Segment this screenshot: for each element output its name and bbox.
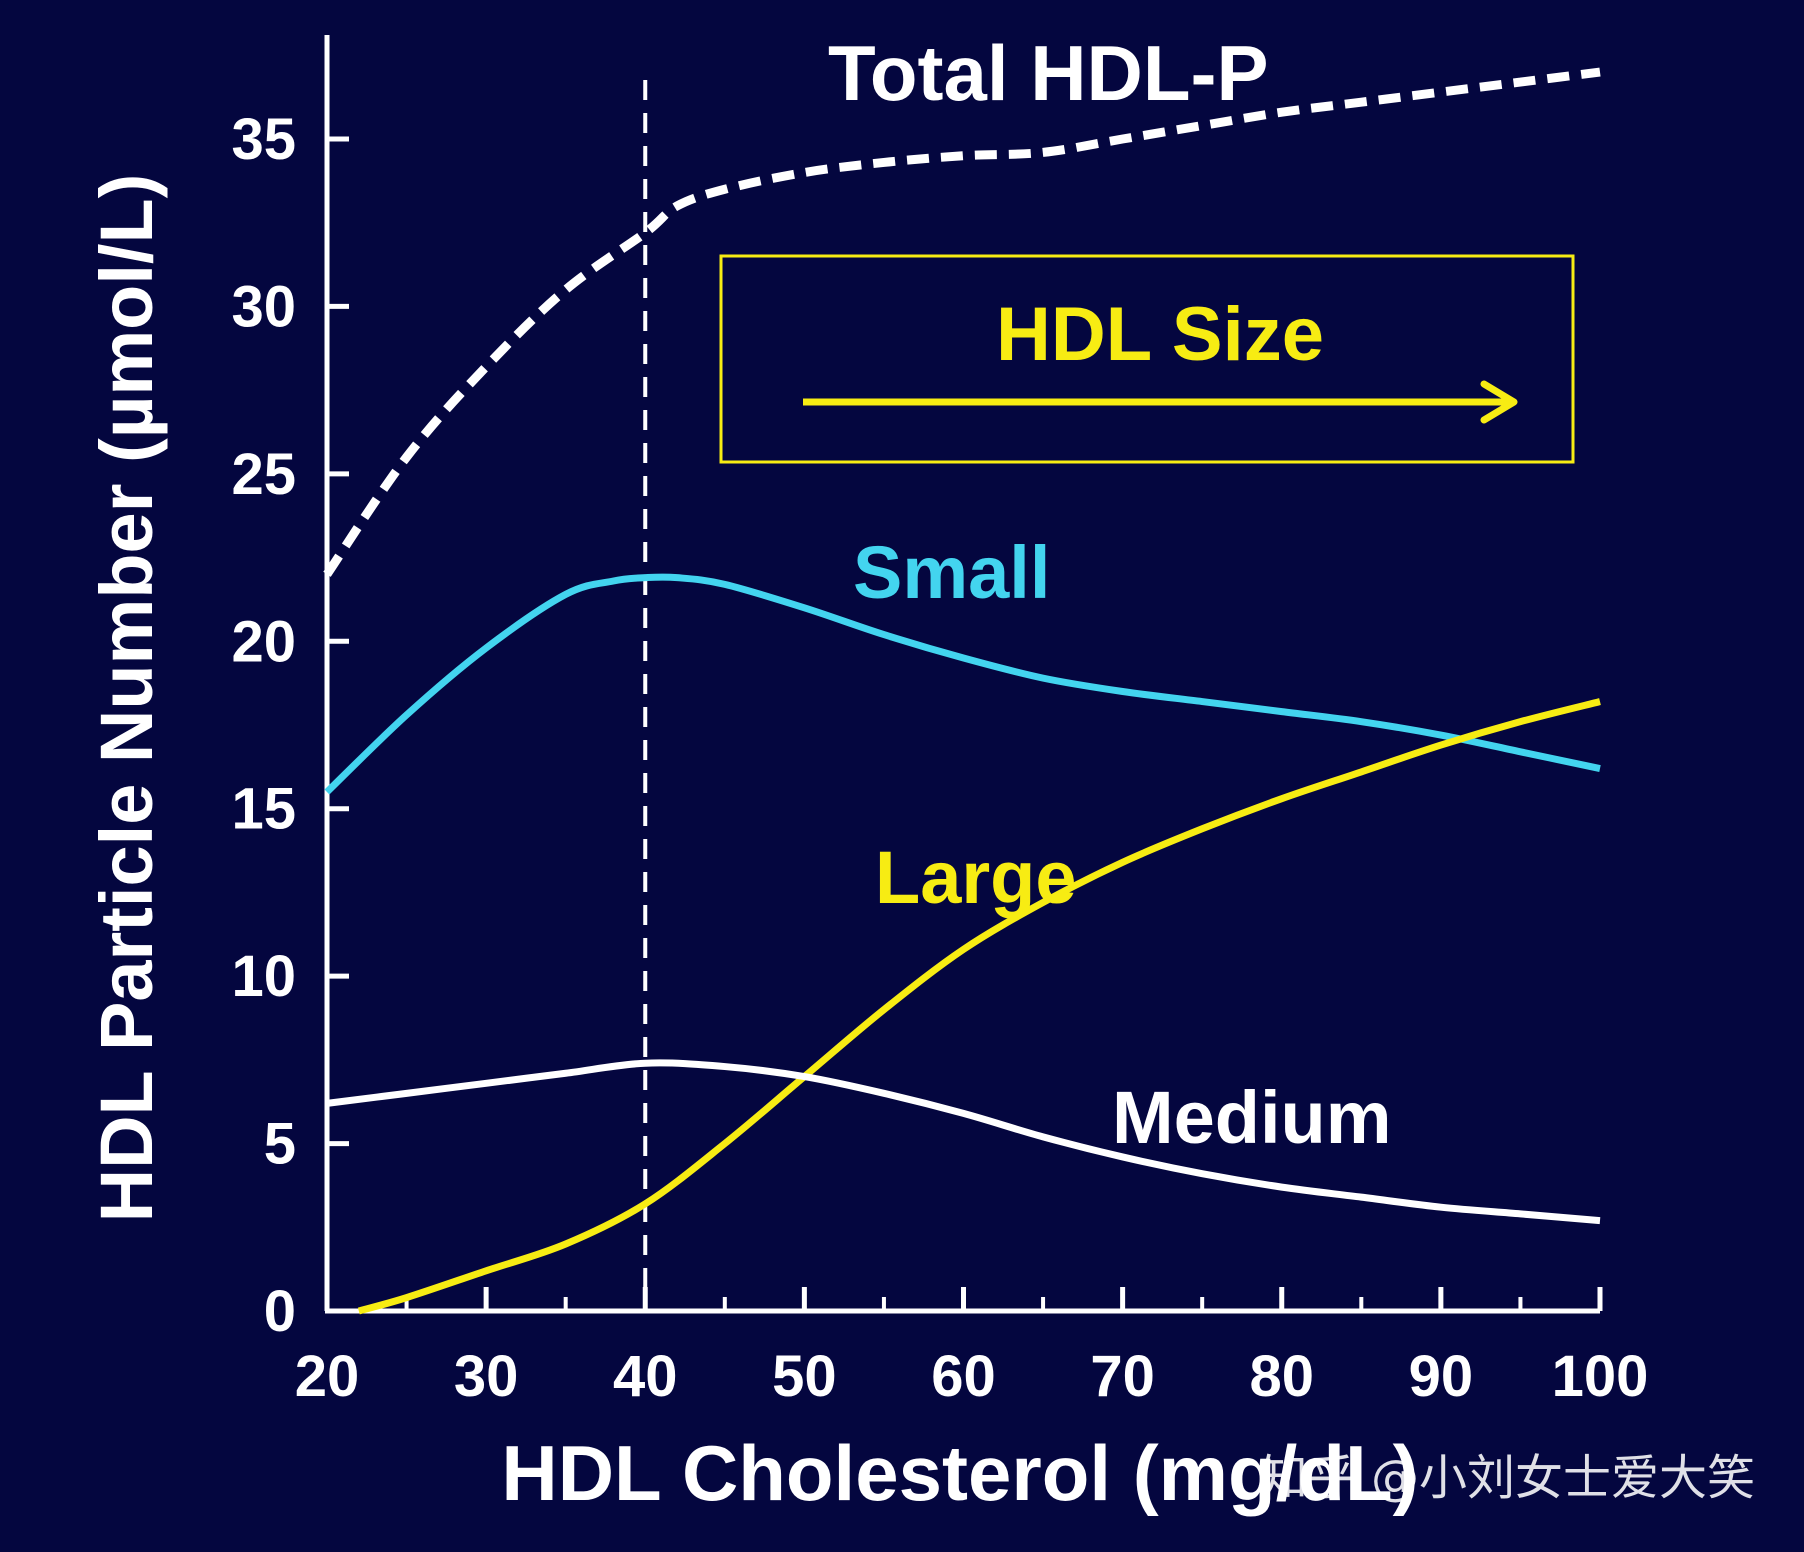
hdl-size-label: HDL Size xyxy=(996,292,1324,377)
series-group xyxy=(323,67,1601,1315)
x-tick-label: 40 xyxy=(613,1344,678,1409)
hdl-size-annotation: HDL Size xyxy=(719,254,1575,464)
watermark: 知乎 @小刘女士爱大笑 xyxy=(1260,1450,1755,1506)
x-tick-label: 20 xyxy=(295,1344,360,1409)
series-line-small xyxy=(324,573,1601,795)
y-tick-label: 25 xyxy=(231,442,296,507)
x-tick-label: 90 xyxy=(1409,1344,1474,1409)
series-line-medium xyxy=(326,1059,1601,1225)
x-tick-label: 60 xyxy=(931,1344,996,1409)
x-tick-label: 80 xyxy=(1249,1344,1314,1409)
x-tick-label: 100 xyxy=(1552,1344,1649,1409)
y-tick-label: 15 xyxy=(231,777,296,842)
y-ticks: 0 5 10 15 20 25 30 35 xyxy=(231,107,349,1344)
series-label-small: Small xyxy=(853,531,1050,614)
x-axis-title: HDL Cholesterol (mg/dL) xyxy=(501,1429,1418,1517)
x-tick-label: 70 xyxy=(1090,1344,1155,1409)
series-label-total-hdl-p: Total HDL-P xyxy=(828,29,1269,117)
y-tick-label: 0 xyxy=(264,1279,296,1344)
y-tick-label: 10 xyxy=(231,944,296,1009)
y-tick-label: 20 xyxy=(231,609,296,674)
hdl-size-box xyxy=(719,254,1575,464)
y-tick-label: 30 xyxy=(231,274,296,339)
y-axis-title: HDL Particle Number (µmol/L) xyxy=(85,174,168,1223)
right-arrow-icon xyxy=(1480,380,1518,424)
series-label-medium: Medium xyxy=(1112,1076,1392,1159)
x-tick-label: 50 xyxy=(772,1344,837,1409)
series-line-total-hdl-p xyxy=(323,67,1601,577)
y-tick-label: 5 xyxy=(264,1112,296,1177)
y-tick-label: 35 xyxy=(231,107,296,172)
axes: 20 30 40 50 60 70 80 90 100 0 5 10 15 20 25 30 35 xyxy=(231,35,1648,1409)
x-tick-label: 30 xyxy=(454,1344,519,1409)
series-line-large xyxy=(357,698,1601,1315)
x-ticks: 20 30 40 50 60 70 80 90 100 xyxy=(295,1287,1649,1409)
series-label-large: Large xyxy=(875,836,1077,919)
